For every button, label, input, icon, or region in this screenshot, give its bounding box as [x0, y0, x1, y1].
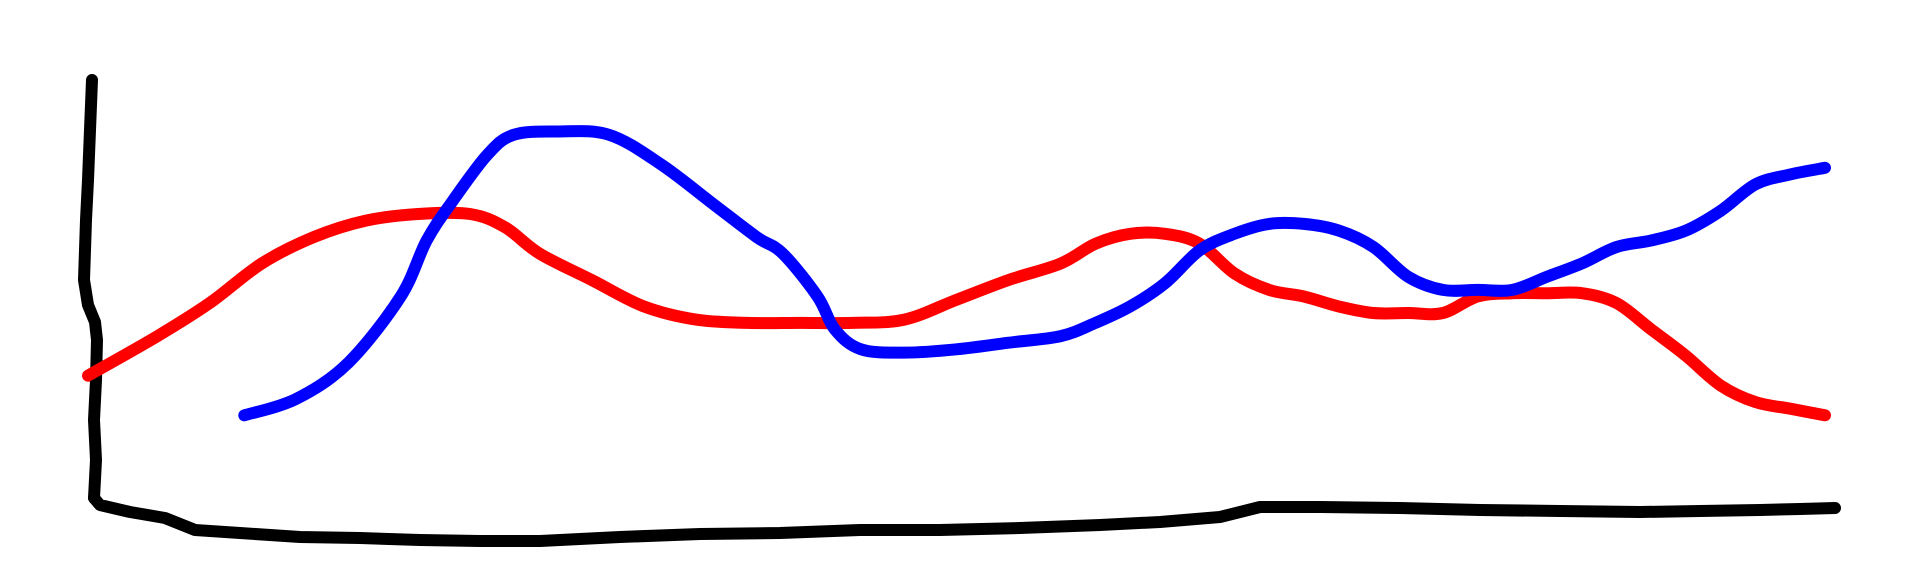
axes [78, 74, 1841, 547]
series-line-1 [82, 206, 1831, 422]
series-line-2 [238, 125, 1831, 422]
series-layer [82, 125, 1831, 422]
x-axis-line [88, 492, 1841, 547]
y-axis-line [78, 74, 103, 504]
